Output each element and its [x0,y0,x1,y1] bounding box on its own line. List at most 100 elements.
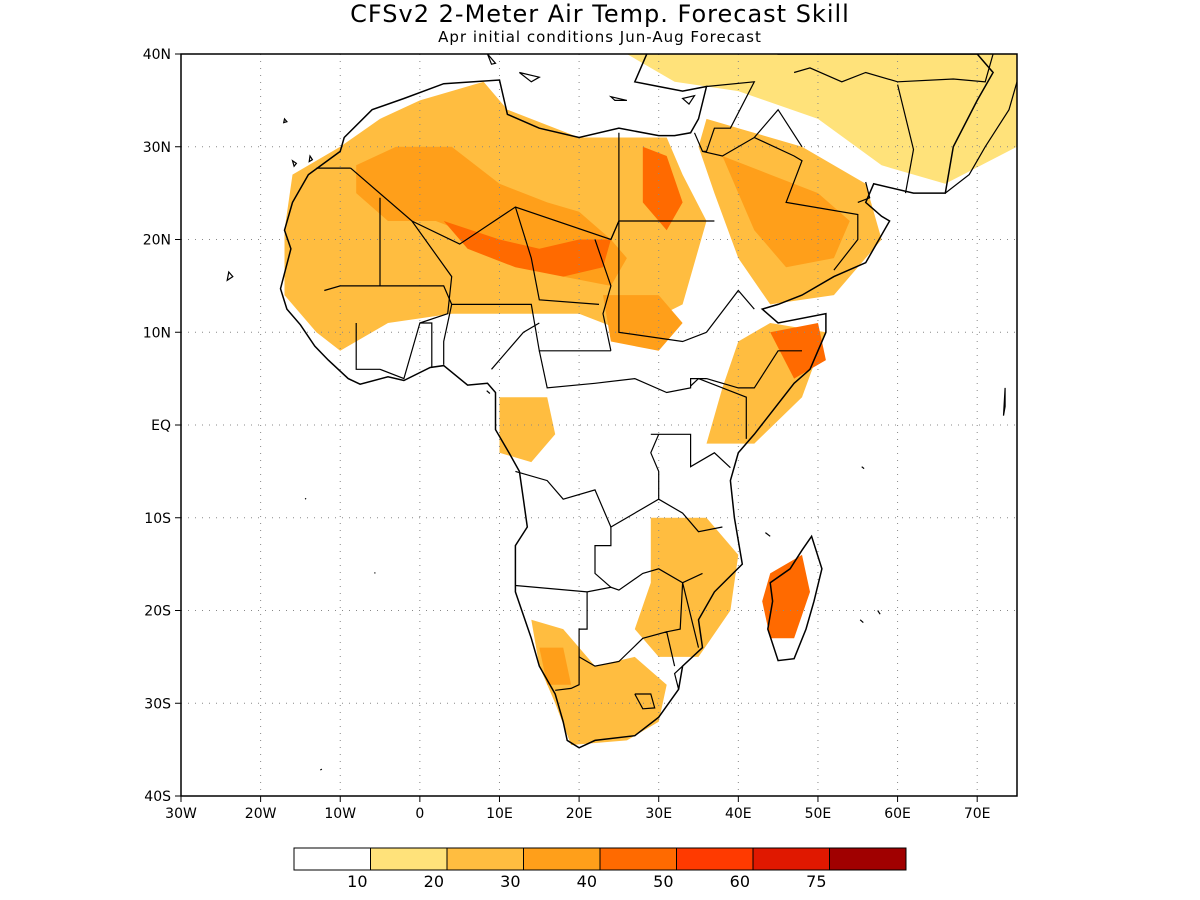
colorbar-label: 75 [806,872,826,891]
colorbar-label: 20 [424,872,444,891]
colorbar-label: 30 [500,872,520,891]
x-tick-label: 40E [725,806,752,822]
skill-shading [284,54,1017,745]
x-axis-ticks: 30W 20W 10W 0 10E 20E 30E 40E 50E 60E 70E [165,796,991,822]
country-border [857,181,871,203]
skill-region-level-4 [539,647,572,685]
island-outline [765,532,771,537]
x-tick-label: 70E [964,806,991,822]
x-tick-label: 20W [245,806,277,822]
skill-region-level-3 [499,397,556,463]
country-border [411,220,453,324]
skill-region-level-4 [722,156,850,268]
colorbar: 10 20 30 40 50 60 75 [293,847,907,891]
skill-region-level-1 [626,54,1017,184]
island-outline [486,54,497,65]
island-outline [1002,387,1006,416]
y-tick-label: 40S [144,789,171,805]
y-tick-label: 40N [143,47,171,63]
island-outline [519,71,541,83]
country-border [324,197,381,292]
colorbar-label: 40 [577,872,597,891]
colorbar-swatch [752,847,830,871]
country-border [594,527,612,588]
country-border [706,350,802,389]
y-tick-label: 20S [144,604,171,620]
island-outline [374,572,376,574]
country-border [897,84,915,194]
island-outline [320,768,323,771]
country-border [793,54,994,83]
country-border [650,433,731,469]
x-tick-label: 60E [884,806,911,822]
dotted-gridlines [181,54,1017,796]
colorbar-swatch [676,847,754,871]
country-border [753,108,803,148]
country-border [944,81,1017,194]
island-outline [282,117,288,124]
y-tick-label: 30N [143,140,171,156]
colorbar-swatch [829,847,907,871]
island-outline [486,390,491,394]
colorbar-label: 10 [347,872,367,891]
island-outline [291,159,298,168]
country-border [706,289,755,333]
island-outline [859,619,864,624]
colorbar-swatch [293,847,371,871]
skill-region-level-2 [531,619,667,745]
island-outline [861,466,865,470]
page-title: CFSv2 2-Meter Air Temp. Forecast Skill [350,0,850,28]
country-border [515,568,684,633]
country-border [618,221,707,343]
country-border [514,206,600,305]
x-tick-label: 10E [486,806,513,822]
y-axis-ticks: 40N 30N 20N 10N EQ 10S 20S 30S 40S [143,47,181,805]
country-boundaries [226,54,1065,771]
y-tick-label: 10N [143,325,171,341]
island-outline [308,154,314,163]
madagascar-coastline [767,534,823,662]
country-border [634,693,656,710]
island-outline [1057,360,1065,369]
colorbar-label: 60 [730,872,750,891]
country-border [681,572,703,648]
country-border [443,304,453,365]
country-border [491,322,540,370]
y-tick-label: 10S [144,511,171,527]
island-outline [608,95,628,101]
country-border [355,322,433,380]
y-tick-label: 20N [143,233,171,249]
x-tick-label: 30E [645,806,672,822]
skill-region-level-2 [634,517,739,657]
x-tick-label: 50E [805,806,832,822]
y-tick-label: 30S [144,696,171,712]
country-border [702,136,859,271]
colorbar-label: 50 [653,872,673,891]
island-outline [681,94,696,106]
country-border [578,631,676,667]
y-tick-label: EQ [151,418,171,434]
country-border [538,350,707,394]
skill-region-level-5 [642,146,683,231]
colorbar-swatch [523,847,601,871]
country-border [380,285,611,352]
country-border [673,665,684,690]
x-tick-label: 20E [566,806,593,822]
skill-region-level-5 [762,554,810,639]
country-border [594,239,612,351]
colorbar-swatch [370,847,448,871]
country-border [690,377,747,439]
colorbar-swatch [599,847,677,871]
x-tick-label: 30W [165,806,197,822]
x-tick-label: 0 [415,806,424,822]
page-subtitle: Apr initial conditions Jun-Aug Forecast [438,28,762,46]
coastline [279,54,995,749]
island-outline [226,270,234,282]
country-border [658,498,723,533]
skill-region-level-5 [443,221,611,277]
skill-region-level-3 [603,295,683,351]
colorbar-swatch [446,847,524,871]
island-outline [304,497,307,500]
x-tick-label: 10W [324,806,356,822]
